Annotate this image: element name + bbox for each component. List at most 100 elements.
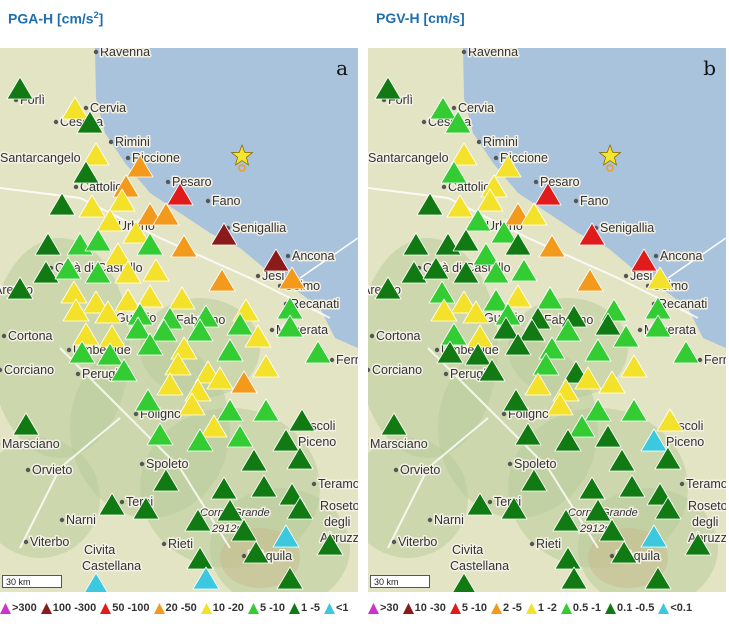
station-triangle-icon[interactable] [178, 392, 206, 416]
station-triangle-icon[interactable] [288, 408, 316, 432]
station-triangle-icon[interactable] [286, 496, 314, 520]
station-triangle-icon[interactable] [216, 398, 244, 422]
station-triangle-icon[interactable] [490, 220, 518, 244]
station-triangle-icon[interactable] [78, 194, 106, 218]
station-triangle-icon[interactable] [574, 366, 602, 390]
station-triangle-icon[interactable] [450, 290, 478, 314]
station-triangle-icon[interactable] [536, 286, 564, 310]
station-triangle-icon[interactable] [534, 182, 562, 206]
station-triangle-icon[interactable] [164, 352, 192, 376]
station-triangle-icon[interactable] [316, 532, 344, 556]
station-triangle-icon[interactable] [230, 370, 258, 394]
station-triangle-icon[interactable] [152, 468, 180, 492]
station-triangle-icon[interactable] [518, 318, 546, 342]
station-triangle-icon[interactable] [32, 260, 60, 284]
station-triangle-icon[interactable] [430, 298, 458, 322]
station-triangle-icon[interactable] [208, 268, 236, 292]
station-triangle-icon[interactable] [110, 358, 138, 382]
station-triangle-icon[interactable] [584, 398, 612, 422]
station-triangle-icon[interactable] [104, 242, 132, 266]
station-triangle-icon[interactable] [476, 188, 504, 212]
station-triangle-icon[interactable] [612, 324, 640, 348]
station-triangle-icon[interactable] [242, 540, 270, 564]
station-triangle-icon[interactable] [451, 572, 477, 592]
station-triangle-icon[interactable] [524, 372, 552, 396]
station-triangle-icon[interactable] [618, 474, 646, 498]
station-triangle-icon[interactable] [610, 540, 638, 564]
station-triangle-icon[interactable] [62, 298, 90, 322]
station-triangle-icon[interactable] [630, 248, 658, 272]
station-triangle-icon[interactable] [186, 428, 214, 452]
station-triangle-icon[interactable] [504, 284, 532, 308]
station-triangle-icon[interactable] [84, 260, 112, 284]
station-triangle-icon[interactable] [554, 546, 582, 570]
station-triangle-icon[interactable] [200, 414, 228, 438]
station-triangle-icon[interactable] [166, 182, 194, 206]
station-triangle-icon[interactable] [68, 340, 96, 364]
station-triangle-icon[interactable] [6, 276, 34, 300]
station-triangle-icon[interactable] [132, 496, 160, 520]
station-triangle-icon[interactable] [61, 96, 89, 120]
station-triangle-icon[interactable] [278, 266, 306, 290]
station-triangle-icon[interactable] [598, 518, 626, 542]
station-triangle-icon[interactable] [644, 314, 672, 338]
station-triangle-icon[interactable] [76, 110, 104, 134]
station-triangle-icon[interactable] [440, 322, 468, 346]
station-triangle-icon[interactable] [578, 222, 606, 246]
station-triangle-icon[interactable] [210, 222, 238, 246]
station-triangle-icon[interactable] [186, 318, 214, 342]
station-triangle-icon[interactable] [146, 422, 174, 446]
station-triangle-icon[interactable] [226, 312, 254, 336]
station-triangle-icon[interactable] [84, 228, 112, 252]
station-triangle-icon[interactable] [184, 508, 212, 532]
station-triangle-icon[interactable] [374, 276, 402, 300]
station-triangle-icon[interactable] [136, 284, 164, 308]
station-triangle-icon[interactable] [186, 546, 214, 570]
station-triangle-icon[interactable] [252, 354, 280, 378]
station-triangle-icon[interactable] [444, 110, 472, 134]
station-triangle-icon[interactable] [276, 566, 304, 590]
station-triangle-icon[interactable] [482, 288, 510, 312]
station-triangle-icon[interactable] [72, 322, 100, 346]
station-triangle-icon[interactable] [170, 234, 198, 258]
station-triangle-icon[interactable] [546, 392, 574, 416]
station-triangle-icon[interactable] [416, 192, 444, 216]
station-triangle-icon[interactable] [304, 340, 332, 364]
station-triangle-icon[interactable] [552, 508, 580, 532]
station-triangle-icon[interactable] [576, 268, 604, 292]
station-triangle-icon[interactable] [240, 448, 268, 472]
station-triangle-icon[interactable] [400, 260, 428, 284]
station-triangle-icon[interactable] [684, 532, 712, 556]
station-triangle-icon[interactable] [83, 572, 109, 592]
station-triangle-icon[interactable] [436, 340, 464, 364]
station-triangle-icon[interactable] [472, 242, 500, 266]
station-triangle-icon[interactable] [168, 286, 196, 310]
station-triangle-icon[interactable] [124, 316, 152, 340]
station-triangle-icon[interactable] [230, 518, 258, 542]
station-triangle-icon[interactable] [514, 422, 542, 446]
station-triangle-icon[interactable] [272, 524, 300, 548]
station-triangle-icon[interactable] [152, 202, 180, 226]
station-triangle-icon[interactable] [429, 96, 457, 120]
station-triangle-icon[interactable] [594, 312, 622, 336]
station-triangle-icon[interactable] [464, 208, 492, 232]
station-triangle-icon[interactable] [136, 232, 164, 256]
station-triangle-icon[interactable] [584, 498, 612, 522]
station-triangle-icon[interactable] [276, 314, 304, 338]
station-triangle-icon[interactable] [462, 300, 490, 324]
station-triangle-icon[interactable] [478, 358, 506, 382]
station-triangle-icon[interactable] [380, 412, 408, 436]
station-triangle-icon[interactable] [286, 446, 314, 470]
station-triangle-icon[interactable] [96, 208, 124, 232]
station-triangle-icon[interactable] [374, 76, 402, 100]
station-triangle-icon[interactable] [96, 342, 124, 366]
station-triangle-icon[interactable] [6, 76, 34, 100]
station-triangle-icon[interactable] [620, 354, 648, 378]
station-triangle-icon[interactable] [422, 256, 450, 280]
station-triangle-icon[interactable] [584, 338, 612, 362]
station-triangle-icon[interactable] [644, 566, 672, 590]
station-triangle-icon[interactable] [54, 256, 82, 280]
station-triangle-icon[interactable] [520, 202, 548, 226]
station-triangle-icon[interactable] [94, 300, 122, 324]
station-triangle-icon[interactable] [250, 474, 278, 498]
